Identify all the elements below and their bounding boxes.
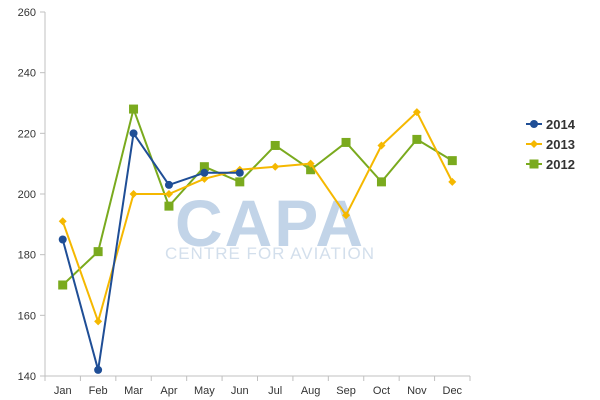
axes: 140 160 180 200 220 240 260 Jan Feb Mar Apr May Jun J… <box>18 7 471 397</box>
data-point-2012-dec[interactable] <box>447 156 457 166</box>
x-tick-label: Sep <box>336 385 356 397</box>
data-point-2012-jul[interactable] <box>270 140 280 150</box>
data-point-2014-apr[interactable] <box>164 180 173 189</box>
data-point-2014-may[interactable] <box>200 168 209 177</box>
data-point-2013-apr[interactable] <box>164 190 173 198</box>
legend-item-2013[interactable]: 2013 <box>526 137 575 152</box>
data-point-2014-feb[interactable] <box>94 365 103 374</box>
x-tick-label: Apr <box>160 385 177 397</box>
data-point-2012-aug[interactable] <box>306 165 316 175</box>
data-point-2012-sep[interactable] <box>341 137 351 147</box>
data-point-2013-feb[interactable] <box>94 317 103 326</box>
series-layer <box>58 104 457 374</box>
data-point-2013-nov[interactable] <box>412 108 421 117</box>
data-point-2012-nov[interactable] <box>412 134 422 144</box>
x-tick-label: Dec <box>443 385 463 397</box>
data-point-2013-oct[interactable] <box>377 141 386 150</box>
data-point-2014-mar[interactable] <box>129 129 138 138</box>
legend-item-2012[interactable]: 2012 <box>526 157 575 172</box>
data-point-2013-jan[interactable] <box>58 217 67 226</box>
x-tick-label: May <box>194 385 215 397</box>
data-point-2012-mar[interactable] <box>129 104 139 114</box>
y-tick-label: 200 <box>18 189 36 201</box>
series-line-2014 <box>61 132 240 371</box>
x-tick-label: Aug <box>301 385 321 397</box>
y-tick-label: 160 <box>18 310 36 322</box>
x-tick-label: Oct <box>373 385 390 397</box>
data-point-2012-jan[interactable] <box>58 280 68 290</box>
legend-marker-2014 <box>530 120 538 128</box>
y-tick-label: 220 <box>18 128 36 140</box>
x-tick-label: Nov <box>407 385 427 397</box>
data-point-2014-jun[interactable] <box>235 168 244 177</box>
data-point-2013-jul[interactable] <box>271 162 280 171</box>
legend-item-2014[interactable]: 2014 <box>526 117 576 132</box>
legend-label-2012: 2012 <box>546 157 575 172</box>
y-tick-label: 240 <box>18 68 36 80</box>
y-tick-label: 140 <box>18 371 36 383</box>
x-tick-label: Jun <box>231 385 249 397</box>
y-tick-label: 260 <box>18 7 36 19</box>
data-point-2013-may[interactable] <box>200 174 209 183</box>
y-tick-label: 180 <box>18 250 36 262</box>
x-tick-label: Jan <box>54 385 72 397</box>
x-tick-label: Jul <box>268 385 282 397</box>
x-tick-label: Feb <box>89 385 108 397</box>
series-line-2013 <box>61 111 454 323</box>
legend-label-2014: 2014 <box>546 117 576 132</box>
data-point-2014-jan[interactable] <box>58 235 67 244</box>
legend-marker-2013 <box>530 140 538 148</box>
series-line-2012 <box>62 108 453 286</box>
data-point-2013-mar[interactable] <box>129 190 138 198</box>
series-2012 <box>58 104 457 290</box>
watermark-logo-text: CAPA <box>175 186 365 260</box>
series-2013 <box>58 108 457 326</box>
data-point-2012-feb[interactable] <box>93 247 103 257</box>
data-point-2013-dec[interactable] <box>448 177 457 186</box>
watermark-tagline: CENTRE FOR AVIATION <box>165 244 375 263</box>
x-tick-label: Mar <box>124 385 143 397</box>
legend-marker-2012 <box>529 159 539 169</box>
data-point-2012-apr[interactable] <box>164 201 174 211</box>
series-2014 <box>58 129 244 374</box>
data-point-2012-jun[interactable] <box>235 177 245 187</box>
capa-watermark: CAPA CENTRE FOR AVIATION <box>165 186 375 263</box>
legend-label-2013: 2013 <box>546 137 575 152</box>
legend[interactable]: 2014 2013 2012 <box>526 117 576 172</box>
data-point-2012-oct[interactable] <box>376 177 386 187</box>
data-point-2012-may[interactable] <box>199 162 209 172</box>
data-point-2013-sep[interactable] <box>342 211 351 220</box>
data-point-2013-aug[interactable] <box>306 159 315 168</box>
